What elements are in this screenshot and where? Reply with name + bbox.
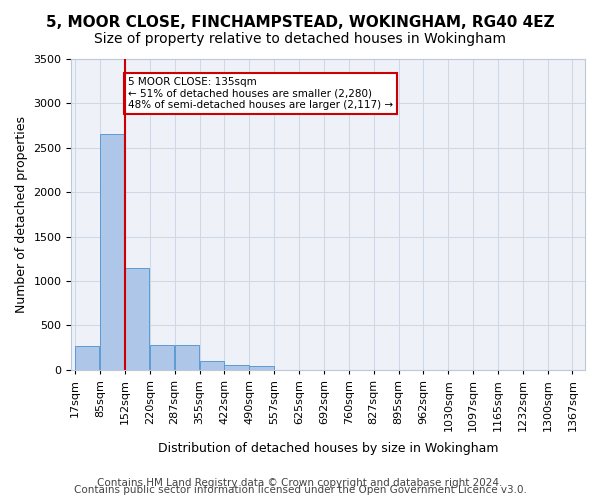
Bar	[250, 366, 274, 370]
Text: 5 MOOR CLOSE: 135sqm
← 51% of detached houses are smaller (2,280)
48% of semi-de: 5 MOOR CLOSE: 135sqm ← 51% of detached h…	[128, 77, 393, 110]
X-axis label: Distribution of detached houses by size in Wokingham: Distribution of detached houses by size …	[158, 442, 499, 455]
Bar	[125, 268, 149, 370]
Text: 5, MOOR CLOSE, FINCHAMPSTEAD, WOKINGHAM, RG40 4EZ: 5, MOOR CLOSE, FINCHAMPSTEAD, WOKINGHAM,…	[46, 15, 554, 30]
Bar	[175, 345, 199, 370]
Text: Contains public sector information licensed under the Open Government Licence v3: Contains public sector information licen…	[74, 485, 526, 495]
Bar	[75, 346, 100, 370]
Y-axis label: Number of detached properties: Number of detached properties	[15, 116, 28, 313]
Bar	[200, 361, 224, 370]
Bar	[100, 134, 125, 370]
Bar	[150, 345, 174, 370]
Bar	[224, 364, 248, 370]
Text: Contains HM Land Registry data © Crown copyright and database right 2024.: Contains HM Land Registry data © Crown c…	[97, 478, 503, 488]
Text: Size of property relative to detached houses in Wokingham: Size of property relative to detached ho…	[94, 32, 506, 46]
